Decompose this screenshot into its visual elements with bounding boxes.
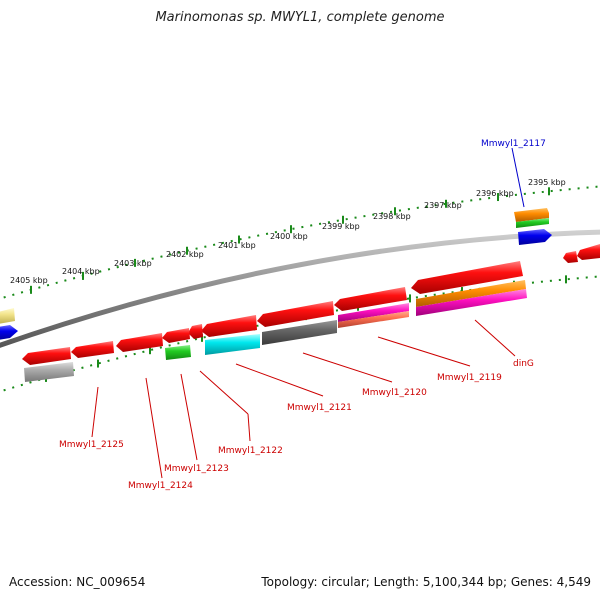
leader-line bbox=[145, 377, 163, 479]
kbp-label: 2400 kbp bbox=[270, 232, 308, 241]
kbp-label: 2399 kbp bbox=[322, 222, 360, 231]
gene-arrow[interactable] bbox=[0, 308, 15, 324]
kbp-label: 2405 kbp bbox=[10, 276, 48, 285]
kbp-label: 2403 kbp bbox=[114, 259, 152, 268]
kbp-label: 2395 kbp bbox=[528, 178, 566, 187]
leader-line bbox=[302, 352, 393, 383]
outer-major-ticks bbox=[30, 187, 550, 294]
leader-line bbox=[91, 386, 99, 438]
gene-label-mmwyl1-2119[interactable]: Mmwyl1_2119 bbox=[437, 373, 502, 383]
leader-line bbox=[235, 363, 324, 397]
kbp-label: 2402 kbp bbox=[166, 250, 204, 259]
gene-label-mmwyl1-2117[interactable]: Mmwyl1_2117 bbox=[481, 139, 546, 149]
kbp-label: 2396 kbp bbox=[476, 189, 514, 198]
kbp-label: 2404 kbp bbox=[62, 267, 100, 276]
gene-arrow[interactable] bbox=[165, 345, 191, 360]
leader-line bbox=[247, 413, 251, 442]
gene-arrow[interactable] bbox=[514, 208, 549, 222]
leader-line bbox=[180, 373, 198, 461]
accession-text: Accession: NC_009654 bbox=[9, 575, 146, 589]
reverse-strand-genes bbox=[22, 261, 527, 382]
leader-line bbox=[474, 319, 516, 357]
gene-label-ding[interactable]: dinG bbox=[513, 359, 534, 369]
gene-arrow[interactable] bbox=[516, 218, 549, 228]
gene-arrow[interactable] bbox=[338, 311, 409, 328]
gene-arrow[interactable] bbox=[257, 301, 334, 327]
gene-arrow[interactable] bbox=[205, 334, 260, 355]
gene-arrow[interactable] bbox=[162, 328, 190, 343]
gene-arrow[interactable] bbox=[411, 261, 523, 294]
gene-label-mmwyl1-2125[interactable]: Mmwyl1_2125 bbox=[59, 440, 124, 450]
gene-arrow[interactable] bbox=[334, 287, 407, 311]
gene-arrow[interactable] bbox=[338, 303, 409, 322]
map-title: Marinomonas sp. MWYL1, complete genome bbox=[155, 10, 445, 25]
gene-arrow[interactable] bbox=[24, 362, 74, 382]
gene-arrow[interactable] bbox=[416, 289, 527, 316]
gene-arrow[interactable] bbox=[0, 325, 18, 340]
forward-strand-genes bbox=[0, 208, 600, 340]
gene-arrow[interactable] bbox=[22, 347, 71, 365]
gene-arrow[interactable] bbox=[188, 324, 203, 339]
gene-label-mmwyl1-2121[interactable]: Mmwyl1_2121 bbox=[287, 403, 352, 413]
gene-arrow[interactable] bbox=[416, 280, 526, 307]
gene-arrow[interactable] bbox=[262, 320, 337, 345]
kbp-scale-labels: 2405 kbp 2404 kbp 2403 kbp 2402 kbp 2401… bbox=[10, 178, 566, 285]
kbp-label: 2401 kbp bbox=[218, 241, 256, 250]
label-leader-lines bbox=[91, 147, 525, 479]
leader-line bbox=[199, 370, 249, 415]
gene-arrow[interactable] bbox=[577, 244, 600, 260]
gene-arrow[interactable] bbox=[71, 341, 114, 358]
kbp-label: 2398 kbp bbox=[373, 212, 411, 221]
leader-line bbox=[511, 147, 525, 208]
gene-label-mmwyl1-2122[interactable]: Mmwyl1_2122 bbox=[218, 446, 283, 456]
gene-arrow[interactable] bbox=[563, 251, 578, 263]
gene-label-mmwyl1-2123[interactable]: Mmwyl1_2123 bbox=[164, 464, 229, 474]
gene-arrow[interactable] bbox=[116, 333, 163, 352]
gene-arrow[interactable] bbox=[518, 229, 552, 245]
gene-label-mmwyl1-2124[interactable]: Mmwyl1_2124 bbox=[128, 481, 193, 491]
gene-labels: Mmwyl1_2117 dinG Mmwyl1_2119 Mmwyl1_2120… bbox=[59, 139, 546, 491]
leader-line bbox=[377, 336, 471, 367]
kbp-label: 2397 kbp bbox=[424, 201, 462, 210]
gene-label-mmwyl1-2120[interactable]: Mmwyl1_2120 bbox=[362, 388, 427, 398]
gene-arrow[interactable] bbox=[201, 315, 257, 337]
genome-summary-text: Topology: circular; Length: 5,100,344 bp… bbox=[261, 575, 591, 589]
